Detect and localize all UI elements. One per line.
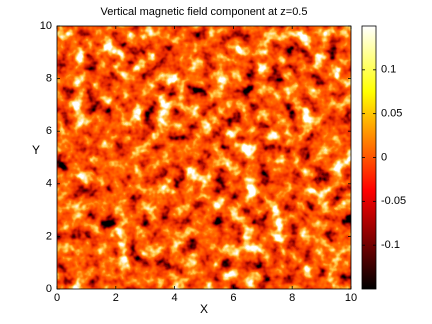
field-image [57, 26, 351, 289]
colorbar-tick-label: 0.05 [381, 108, 402, 120]
colorbar-tick-label: 0.1 [381, 64, 396, 76]
colorbar-tick-label: -0.05 [381, 195, 406, 207]
y-tick-label: 6 [46, 125, 52, 137]
y-tick-label: 10 [40, 20, 52, 32]
x-tick-label: 6 [230, 292, 236, 304]
x-axis-label: X [200, 302, 208, 316]
x-tick-label: 4 [172, 292, 178, 304]
plot-frame [56, 25, 352, 290]
x-tick-label: 10 [345, 292, 357, 304]
y-axis-label: Y [32, 143, 40, 157]
chart-title: Vertical magnetic field component at z=0… [101, 6, 308, 18]
colorbar-tick-label: -0.1 [381, 239, 400, 251]
y-tick-label: 8 [46, 73, 52, 85]
colorbar-tick-label: 0 [381, 151, 387, 163]
y-tick-label: 0 [46, 283, 52, 295]
x-tick-label: 0 [54, 292, 60, 304]
x-tick-label: 8 [289, 292, 295, 304]
y-tick-label: 4 [46, 178, 52, 190]
y-tick-label: 2 [46, 230, 52, 242]
x-tick-label: 2 [113, 292, 119, 304]
